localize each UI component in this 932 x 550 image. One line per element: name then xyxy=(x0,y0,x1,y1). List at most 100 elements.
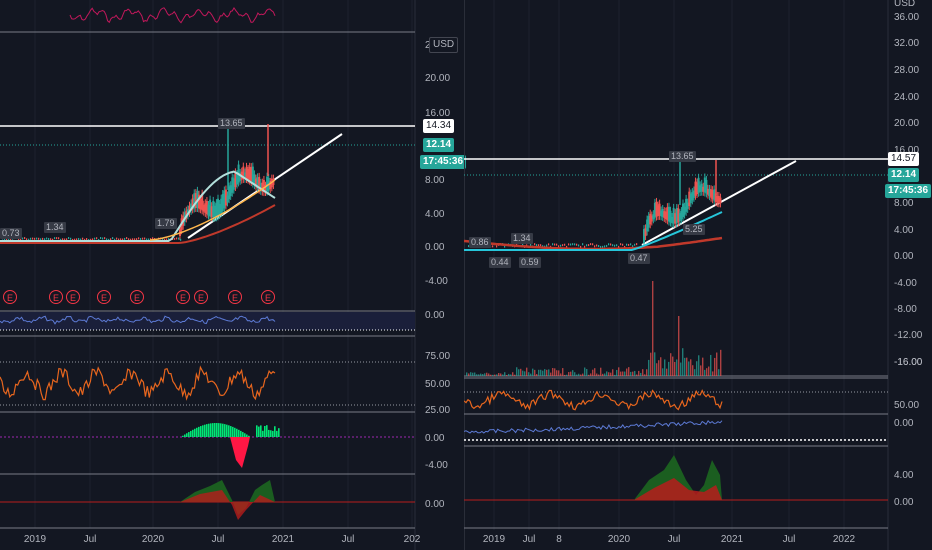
volume-bar xyxy=(488,373,490,376)
price-label: 0.59 xyxy=(519,257,541,268)
y-axis-tick: 8.00 xyxy=(894,198,914,209)
candle-body xyxy=(64,238,66,241)
y-axis-tick: 16.00 xyxy=(425,108,450,119)
histogram-bar xyxy=(238,429,240,437)
candle-body xyxy=(226,195,229,203)
candle-body xyxy=(245,166,248,180)
candle-body xyxy=(148,238,150,241)
volume-bar xyxy=(666,368,668,376)
candle-body xyxy=(622,243,624,246)
histogram-bar xyxy=(214,423,216,437)
candle-body xyxy=(128,238,130,241)
x-axis-tick: 2019 xyxy=(24,534,47,545)
candle-body xyxy=(663,211,666,218)
histogram-bar xyxy=(200,426,202,437)
candle-body xyxy=(692,190,695,198)
candle-body xyxy=(624,245,626,248)
price-label: 0.44 xyxy=(489,257,511,268)
price-label: 1.34 xyxy=(511,233,533,244)
candle-body xyxy=(142,237,144,240)
volume-bar xyxy=(680,362,682,376)
x-axis-tick: 2021 xyxy=(721,534,744,545)
left-chart-canvas[interactable]: 220.0016.0012.008.004.000.00-4.000.0075.… xyxy=(0,0,464,550)
volume-bar xyxy=(614,374,616,376)
volume-bar xyxy=(692,365,694,376)
volume-bar xyxy=(642,369,644,376)
earnings-badge[interactable]: E xyxy=(194,290,208,304)
candle-body xyxy=(74,238,76,241)
histogram-bar xyxy=(226,424,228,437)
y-axis-tick: 0.00 xyxy=(425,242,445,253)
earnings-badge[interactable]: E xyxy=(130,290,144,304)
candle-body xyxy=(199,198,202,210)
candle-body xyxy=(653,202,656,218)
candle-body xyxy=(56,237,58,240)
candle-body xyxy=(556,243,558,246)
candle-body xyxy=(48,237,50,240)
candle-body xyxy=(675,207,678,224)
volume-bar xyxy=(684,357,686,376)
histogram-bar xyxy=(236,428,238,437)
volume-bar xyxy=(648,359,650,376)
earnings-badge[interactable]: E xyxy=(97,290,111,304)
candle-body xyxy=(118,238,120,241)
volume-bar xyxy=(678,316,680,376)
volume-bar xyxy=(510,374,512,376)
candle-body xyxy=(110,238,112,241)
resistance-price-tag: 14.57 xyxy=(888,152,920,166)
candle-body xyxy=(236,174,238,185)
volume-bar xyxy=(522,370,524,376)
volume-bar xyxy=(636,374,638,376)
candle-body xyxy=(496,245,498,248)
candle-body xyxy=(190,203,193,211)
x-axis-tick: Jul xyxy=(668,534,681,545)
y-axis-tick: 8.00 xyxy=(425,175,445,186)
volume-bar xyxy=(492,374,494,376)
x-axis-tick: Jul xyxy=(523,534,536,545)
histogram-bar xyxy=(228,425,230,437)
fast-moving-average xyxy=(0,170,276,242)
candle-body xyxy=(608,243,610,246)
candle-body xyxy=(18,238,20,241)
y-axis-tick: 16.00 xyxy=(894,145,919,156)
candle-body xyxy=(124,237,126,240)
candle-body xyxy=(264,185,267,193)
candle-body xyxy=(66,238,68,241)
volume-bar xyxy=(654,352,656,376)
candle-body xyxy=(100,237,102,240)
candle-body xyxy=(504,245,506,248)
earnings-badge[interactable]: E xyxy=(261,290,275,304)
candle-body xyxy=(694,181,697,196)
volume-bar xyxy=(640,372,642,376)
y-axis-tick: 0.00 xyxy=(425,433,445,444)
candle-body xyxy=(566,245,568,248)
earnings-badge[interactable]: E xyxy=(66,290,80,304)
volume-bar xyxy=(686,357,688,376)
volume-bar xyxy=(662,368,664,376)
volume-bar xyxy=(504,372,506,376)
volume-bar xyxy=(708,366,710,376)
candle-body xyxy=(223,190,226,209)
candle-body xyxy=(680,211,683,220)
right-chart-canvas[interactable]: USD36.0032.0028.0024.0020.0016.0012.008.… xyxy=(464,0,932,550)
histogram-bar xyxy=(220,423,222,437)
y-axis-tick: 0.00 xyxy=(894,418,914,429)
right-chart-pane[interactable]: USD36.0032.0028.0024.0020.0016.0012.008.… xyxy=(464,0,932,550)
left-chart-pane[interactable]: 220.0016.0012.008.004.000.00-4.000.0075.… xyxy=(0,0,467,550)
candle-body xyxy=(584,245,586,248)
candle-body xyxy=(696,182,699,195)
pane-divider[interactable] xyxy=(464,0,465,550)
candle-body xyxy=(193,193,196,209)
volume-bar xyxy=(650,352,652,376)
earnings-badge[interactable]: E xyxy=(3,290,17,304)
earnings-badge[interactable]: E xyxy=(176,290,190,304)
volume-bar xyxy=(672,356,674,376)
earnings-badge[interactable]: E xyxy=(228,290,242,304)
candle-body xyxy=(144,237,146,240)
volume-bar xyxy=(486,372,488,376)
candle-body xyxy=(68,237,70,240)
slow-moving-average xyxy=(0,204,276,244)
earnings-badge[interactable]: E xyxy=(49,290,63,304)
x-axis-tick: 202 xyxy=(404,534,421,545)
candle-body xyxy=(46,237,48,240)
